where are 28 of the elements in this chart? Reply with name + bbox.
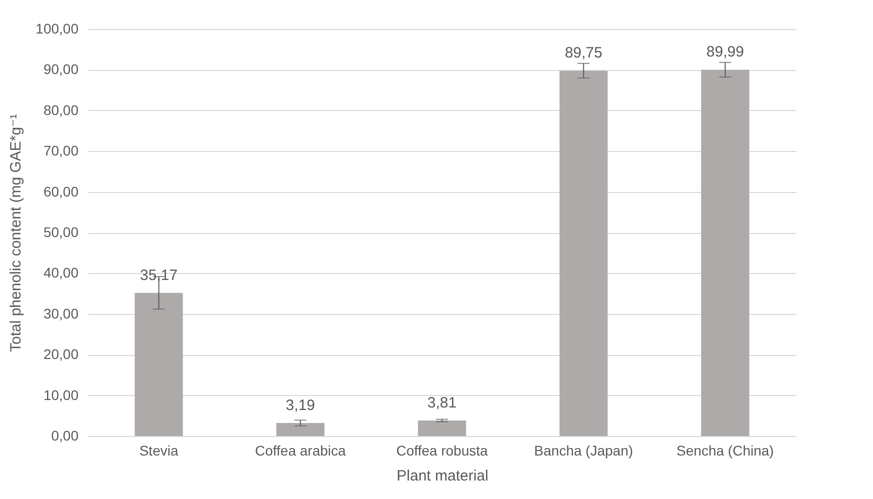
y-tick-label: 20,00 <box>43 346 79 362</box>
y-tick-label: 60,00 <box>43 183 79 200</box>
y-tick-label: 10,00 <box>43 386 79 403</box>
x-axis-title: Plant material <box>396 468 488 484</box>
y-tick-label: 0,00 <box>51 428 79 444</box>
x-tick-label: Sencha (China) <box>676 442 774 458</box>
data-label: 89,99 <box>706 44 744 61</box>
bar <box>701 70 750 436</box>
data-label: 35,17 <box>140 266 178 284</box>
x-tick-label: Stevia <box>139 442 178 458</box>
bar <box>560 70 608 436</box>
x-tick-label: Coffea robusta <box>396 442 488 458</box>
x-tick-label: Coffea arabica <box>254 442 346 458</box>
y-tick-label: 90,00 <box>43 61 79 78</box>
bar <box>276 423 324 436</box>
y-tick-label: 80,00 <box>43 102 79 118</box>
data-label: 3,81 <box>427 394 457 412</box>
data-label: 3,19 <box>286 397 315 414</box>
data-label: 89,75 <box>564 44 602 62</box>
y-tick-label: 100,00 <box>36 20 79 36</box>
y-axis-title: Total phenolic content (mg GAE*g⁻¹ <box>8 114 25 352</box>
y-tick-label: 70,00 <box>43 142 79 159</box>
bar <box>418 420 466 436</box>
x-tick-label: Bancha (Japan) <box>534 442 634 458</box>
bar <box>134 292 183 436</box>
y-tick-label: 50,00 <box>43 224 79 240</box>
y-tick-label: 30,00 <box>43 305 79 322</box>
y-tick-label: 40,00 <box>43 264 79 281</box>
